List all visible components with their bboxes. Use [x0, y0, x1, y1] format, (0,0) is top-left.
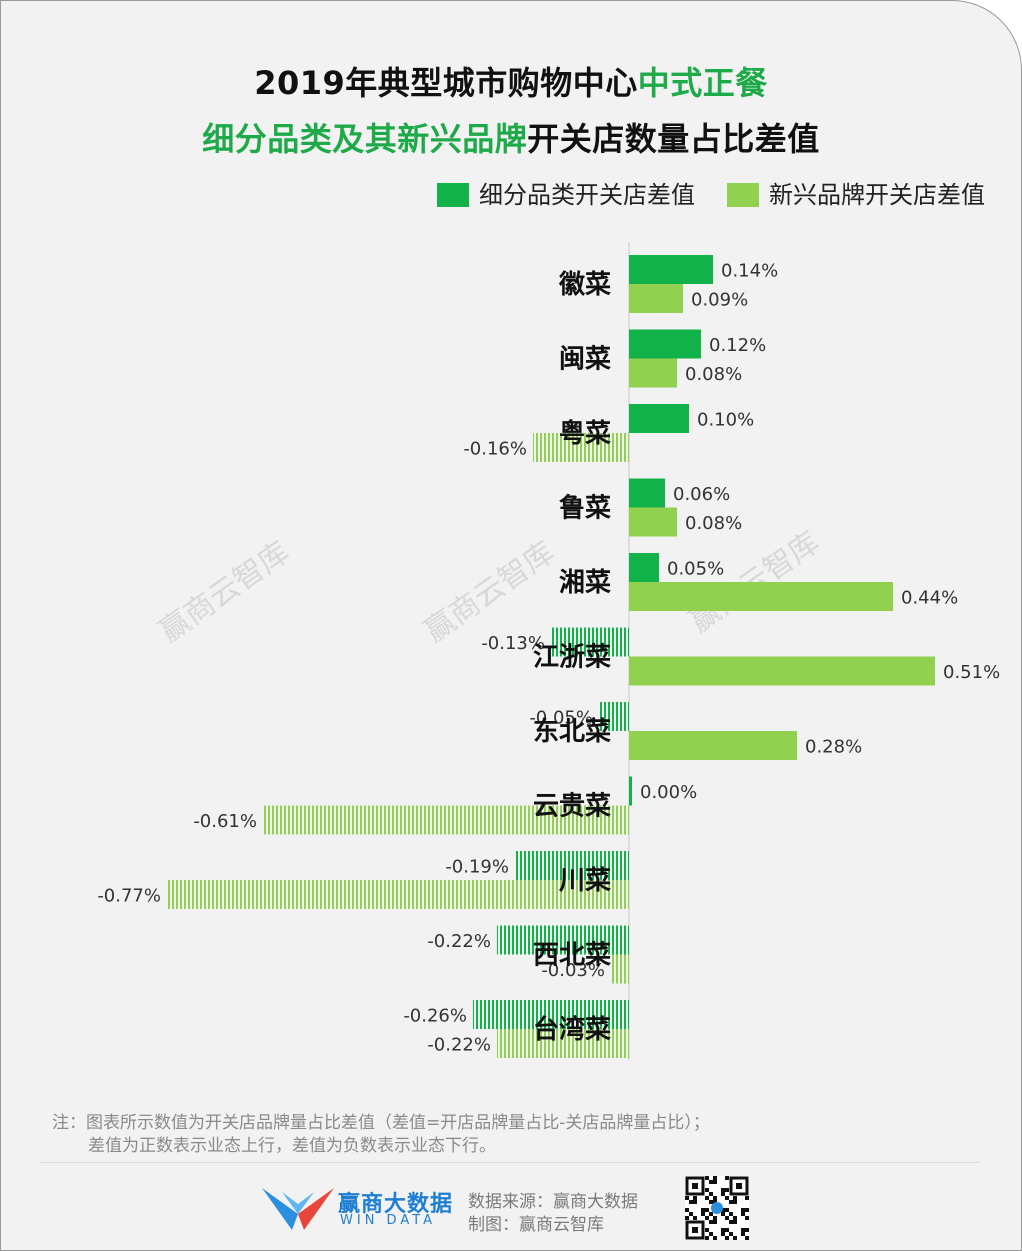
data-label-series-2: 0.44% — [901, 588, 958, 609]
legend-series-1: 细分品类开关店差值 — [437, 180, 695, 210]
category-label: 江浙菜 — [533, 643, 611, 673]
bar-series-2 — [629, 507, 677, 537]
brand-name-cn: 赢商大数据 — [338, 1192, 454, 1217]
bar-series-2 — [629, 656, 935, 686]
category-label: 东北菜 — [533, 716, 611, 747]
chart-title-line-2: 细分品类及其新兴品牌开关店数量占比差值 — [202, 120, 820, 158]
legend-series-2: 新兴品牌开关店差值 — [727, 180, 985, 210]
category-label: 台湾菜 — [533, 1014, 611, 1045]
bar-series-1 — [629, 255, 713, 284]
data-label-series-2: -0.61% — [193, 811, 257, 832]
bar-series-1 — [629, 329, 701, 359]
data-label-series-2: 0.51% — [943, 662, 1000, 683]
bar-series-2 — [611, 954, 629, 984]
bar-series-2 — [629, 582, 893, 611]
win-data-logo-icon — [262, 1188, 334, 1230]
bar-chart: 赢商云智库赢商云智库赢商云智库 0.14%0.09%徽菜0.12%0.08%闽菜… — [97, 242, 1000, 1061]
bar-series-1 — [629, 776, 632, 806]
bar-series-2 — [497, 1029, 629, 1058]
category-label: 闽菜 — [559, 345, 611, 375]
bar-series-2 — [263, 805, 629, 835]
bar-series-2 — [629, 358, 677, 388]
category-label: 鲁菜 — [559, 494, 611, 524]
category-label: 西北菜 — [533, 941, 611, 971]
data-label-series-1: 0.05% — [667, 559, 724, 580]
data-label-series-2: -0.77% — [97, 886, 161, 907]
data-label-series-1: 0.12% — [709, 335, 766, 356]
data-label-series-2: 0.08% — [685, 364, 742, 385]
data-label-series-1: -0.05% — [529, 708, 593, 729]
data-label-series-2: 0.28% — [805, 737, 862, 758]
bar-series-1 — [551, 627, 629, 657]
legend-swatch-series-2 — [727, 183, 759, 207]
data-label-series-1: -0.19% — [445, 857, 509, 878]
data-label-series-1: -0.13% — [481, 633, 545, 654]
data-label-series-1: 0.00% — [640, 782, 697, 803]
bar-series-2 — [167, 880, 629, 909]
bar-series-1 — [629, 404, 689, 433]
category-label: 川菜 — [559, 866, 611, 896]
bar-series-1 — [497, 925, 629, 955]
bar-series-2 — [629, 284, 683, 313]
bar-series-1 — [515, 851, 629, 880]
bar-series-1 — [599, 702, 629, 731]
category-label: 云贵菜 — [533, 792, 611, 822]
data-label-series-2: 0.09% — [691, 290, 748, 311]
bar-series-1 — [473, 1000, 629, 1029]
category-label: 徽菜 — [558, 270, 611, 300]
data-label-series-1: 0.06% — [673, 484, 730, 505]
data-label-series-1: -0.26% — [403, 1006, 467, 1027]
footnote-line-1: 注：图表所示数值为开关店品牌量占比差值（差值=开店品牌量占比-关店品牌量占比）； — [52, 1113, 710, 1133]
category-label: 粤菜 — [559, 418, 611, 449]
footer-divider — [40, 1162, 980, 1163]
data-label-series-2: -0.16% — [463, 439, 527, 460]
bar-series-1 — [629, 478, 665, 508]
data-label-series-2: -0.22% — [427, 1035, 491, 1056]
legend-swatch-series-1 — [437, 183, 469, 207]
watermark-text: 赢商云智库 — [153, 535, 296, 650]
data-label-series-2: -0.03% — [541, 960, 605, 981]
data-label-series-1: 0.10% — [697, 410, 754, 431]
chart-title-line-1: 2019年典型城市购物中心中式正餐 — [254, 64, 768, 102]
qr-code-icon — [685, 1176, 749, 1240]
brand-name-en: WIN DATA — [340, 1213, 437, 1228]
data-label-series-1: 0.14% — [721, 261, 778, 282]
footnote-line-2: 差值为正数表示业态上行，差值为负数表示业态下行。 — [88, 1136, 496, 1156]
bar-series-2 — [629, 731, 797, 760]
category-label: 湘菜 — [559, 568, 611, 598]
bar-series-1 — [629, 553, 659, 582]
bar-series-2 — [533, 433, 629, 462]
data-source-text: 数据来源：赢商大数据 — [468, 1192, 638, 1212]
chart-maker-text: 制图：赢商云智库 — [468, 1215, 604, 1235]
data-label-series-2: 0.08% — [685, 513, 742, 534]
data-label-series-1: -0.22% — [427, 931, 491, 952]
